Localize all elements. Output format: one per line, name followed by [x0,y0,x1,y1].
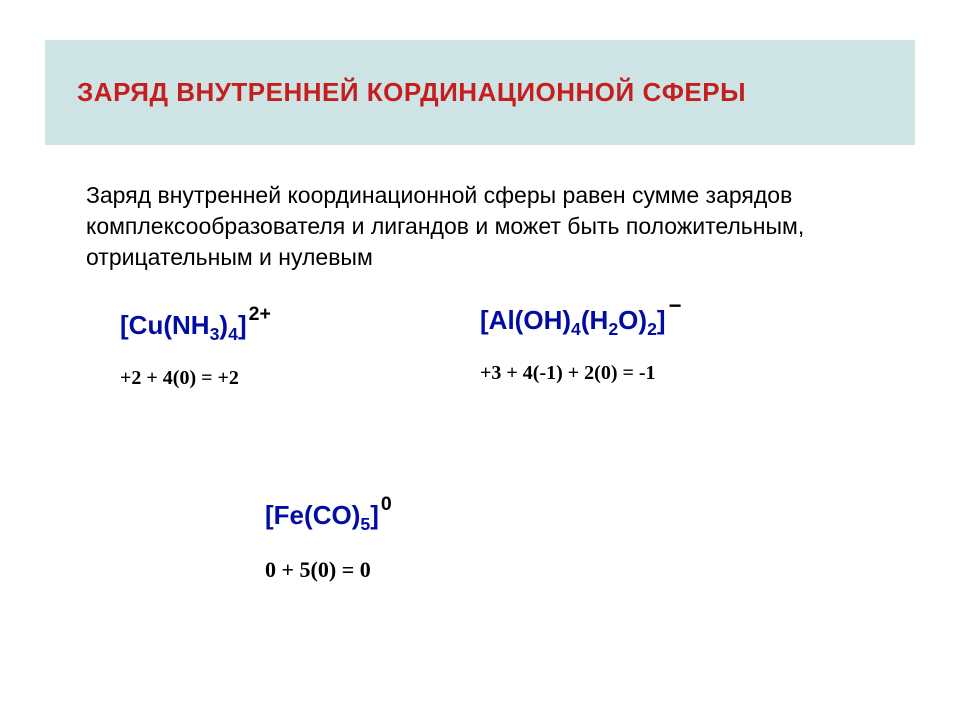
sub-5: 5 [360,514,370,534]
sub-4: 4 [228,324,238,344]
carbon: C [313,500,332,530]
metal-fe: Fe [274,500,304,530]
sub-4: 4 [571,319,581,339]
formula-copper-chem: [Cu(NH3)4]2+ [120,310,269,345]
slide-title: ЗАРЯД ВНУТРЕННЕЙ КОРДИНАЦИОННОЙ СФЕРЫ [77,77,746,108]
paren-open: ( [304,500,313,530]
formula-copper: [Cu(NH3)4]2+ +2 + 4(0) = +2 [120,310,269,390]
bracket-open: [ [120,310,129,340]
formula-iron-calc: 0 + 5(0) = 0 [265,557,390,583]
formula-aluminum: [Al(OH)4(H2O)2]− +3 + 4(-1) + 2(0) = -1 [480,305,679,385]
paren-open: ( [163,310,172,340]
bracket-open: [ [265,500,274,530]
formula-aluminum-chem: [Al(OH)4(H2O)2]− [480,305,679,340]
paren-open2: ( [581,305,590,335]
nitrogen: N [172,310,191,340]
title-banner: ЗАРЯД ВНУТРЕННЕЙ КОРДИНАЦИОННОЙ СФЕРЫ [45,40,915,145]
formula-aluminum-calc: +3 + 4(-1) + 2(0) = -1 [480,362,679,385]
charge-minus: − [669,293,682,318]
oxygen2: O [618,305,638,335]
metal-al: Al [489,305,515,335]
paren-close: ) [219,310,228,340]
hydrogen: H [544,305,563,335]
charge-zero: 0 [381,493,392,515]
description-text: Заряд внутренней координационной сферы р… [86,180,856,273]
formula-iron-chem: [Fe(CO)5]0 [265,500,390,535]
charge-2plus: 2+ [249,303,271,325]
hydrogen: H [191,310,210,340]
formula-copper-calc: +2 + 4(0) = +2 [120,367,269,390]
sub-3: 3 [210,324,220,344]
hydrogen2: H [590,305,609,335]
bracket-open: [ [480,305,489,335]
paren-close: ) [562,305,571,335]
bracket-close: ] [370,500,379,530]
paren-close2: ) [638,305,647,335]
oxygen: O [331,500,351,530]
formula-iron: [Fe(CO)5]0 0 + 5(0) = 0 [265,500,390,583]
oxygen: O [523,305,543,335]
bracket-close: ] [657,305,666,335]
metal-cu: Cu [129,310,164,340]
sub-2b: 2 [647,319,657,339]
bracket-close: ] [238,310,247,340]
sub-2: 2 [608,319,618,339]
